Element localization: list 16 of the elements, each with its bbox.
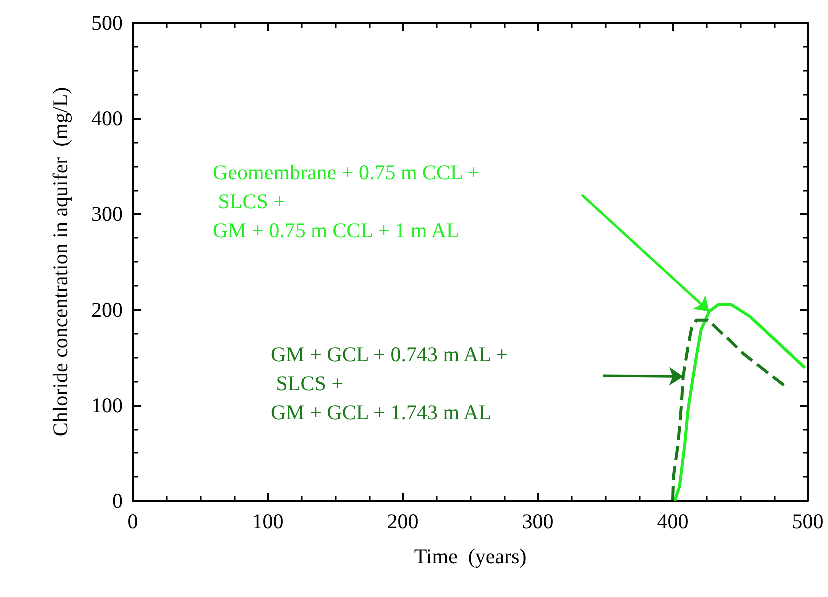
annotation: Geomembrane + 0.75 m CCL + SLCS + GM + 0.75 m CCL + 1 m AL — [213, 160, 480, 242]
y-tick-label: 200 — [92, 298, 123, 322]
x-tick-label: 300 — [522, 510, 554, 534]
annotation: GM + GCL + 0.743 m AL + SLCS + GM + GCL + 1.743 m AL — [271, 342, 508, 424]
x-axis-title: Time (years) — [414, 544, 527, 568]
x-tick-label: 500 — [792, 510, 824, 534]
x-tick-label: 0 — [128, 510, 138, 534]
y-tick-label: 300 — [92, 202, 123, 226]
x-tick-label: 400 — [657, 510, 689, 534]
x-tick-label: 200 — [387, 510, 419, 534]
y-axis-title: Chloride concentration in aquifer (mg/L) — [48, 87, 72, 437]
y-tick-label: 400 — [92, 106, 123, 131]
x-tick-label: 100 — [252, 510, 284, 534]
y-tick-label: 0 — [112, 489, 123, 513]
y-tick-label: 500 — [92, 11, 123, 35]
y-tick-label: 100 — [92, 393, 123, 418]
